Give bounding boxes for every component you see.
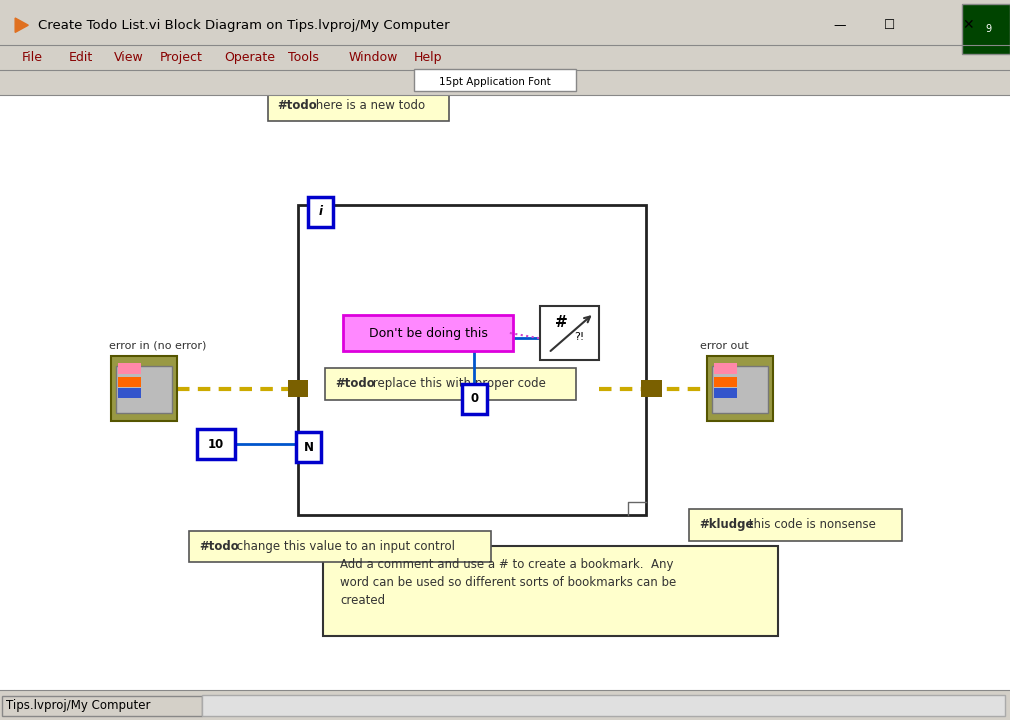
FancyBboxPatch shape	[962, 4, 1010, 54]
Text: this code is nonsense: this code is nonsense	[745, 518, 877, 531]
Text: error out: error out	[700, 341, 748, 351]
Text: Tools: Tools	[288, 50, 319, 64]
Text: 10: 10	[208, 438, 224, 451]
Text: i: i	[319, 205, 322, 218]
FancyBboxPatch shape	[268, 89, 448, 121]
FancyBboxPatch shape	[712, 366, 768, 413]
Text: error in (no error): error in (no error)	[109, 341, 206, 351]
Polygon shape	[15, 18, 28, 32]
FancyBboxPatch shape	[714, 363, 737, 374]
Text: change this value to an input control: change this value to an input control	[232, 540, 454, 553]
FancyBboxPatch shape	[288, 380, 308, 397]
Text: #todo: #todo	[199, 540, 238, 553]
FancyBboxPatch shape	[308, 197, 333, 227]
FancyBboxPatch shape	[689, 509, 902, 541]
FancyBboxPatch shape	[111, 356, 177, 421]
Text: —: —	[833, 19, 845, 32]
Text: Help: Help	[414, 50, 442, 64]
Text: 0: 0	[470, 392, 479, 405]
Text: Create Todo List.vi Block Diagram on Tips.lvproj/My Computer: Create Todo List.vi Block Diagram on Tip…	[38, 19, 450, 32]
FancyBboxPatch shape	[540, 306, 599, 360]
FancyBboxPatch shape	[0, 70, 1010, 95]
Text: Operate: Operate	[224, 50, 275, 64]
FancyBboxPatch shape	[118, 388, 141, 398]
FancyBboxPatch shape	[707, 356, 773, 421]
FancyBboxPatch shape	[189, 531, 491, 562]
Text: here is a new todo: here is a new todo	[311, 99, 425, 112]
FancyBboxPatch shape	[0, 45, 1010, 70]
Text: #: #	[556, 315, 568, 330]
FancyBboxPatch shape	[323, 546, 778, 636]
Text: File: File	[22, 50, 43, 64]
Text: Tips.lvproj/My Computer: Tips.lvproj/My Computer	[6, 699, 150, 712]
Text: Edit: Edit	[69, 50, 93, 64]
Text: ✕: ✕	[963, 18, 975, 32]
FancyBboxPatch shape	[462, 384, 487, 414]
Text: N: N	[304, 441, 313, 454]
Text: replace this with proper code: replace this with proper code	[370, 377, 546, 390]
Text: #todo: #todo	[278, 99, 317, 112]
FancyBboxPatch shape	[2, 696, 202, 716]
FancyBboxPatch shape	[714, 377, 737, 387]
Text: Project: Project	[160, 50, 202, 64]
FancyBboxPatch shape	[296, 432, 321, 462]
FancyBboxPatch shape	[118, 377, 141, 387]
FancyBboxPatch shape	[714, 388, 737, 398]
FancyBboxPatch shape	[414, 69, 576, 91]
FancyBboxPatch shape	[118, 363, 141, 374]
Text: Don't be doing this: Don't be doing this	[369, 326, 488, 340]
Text: #todo: #todo	[335, 377, 375, 390]
FancyBboxPatch shape	[202, 695, 1005, 716]
Text: Window: Window	[348, 50, 398, 64]
Text: 9: 9	[986, 24, 992, 34]
Text: 15pt Application Font: 15pt Application Font	[439, 78, 550, 87]
FancyBboxPatch shape	[116, 366, 172, 413]
Text: View: View	[114, 50, 143, 64]
FancyBboxPatch shape	[0, 95, 1010, 691]
Text: Add a comment and use a # to create a bookmark.  Any
word can be used so differe: Add a comment and use a # to create a bo…	[340, 558, 677, 607]
FancyBboxPatch shape	[343, 315, 513, 351]
FancyBboxPatch shape	[325, 368, 576, 400]
FancyBboxPatch shape	[641, 380, 662, 397]
FancyBboxPatch shape	[0, 0, 1010, 45]
Text: ☐: ☐	[884, 19, 895, 32]
Text: ?!: ?!	[575, 332, 585, 341]
FancyBboxPatch shape	[197, 429, 235, 459]
FancyBboxPatch shape	[298, 205, 646, 515]
Text: #kludge: #kludge	[699, 518, 753, 531]
FancyBboxPatch shape	[0, 690, 1010, 720]
